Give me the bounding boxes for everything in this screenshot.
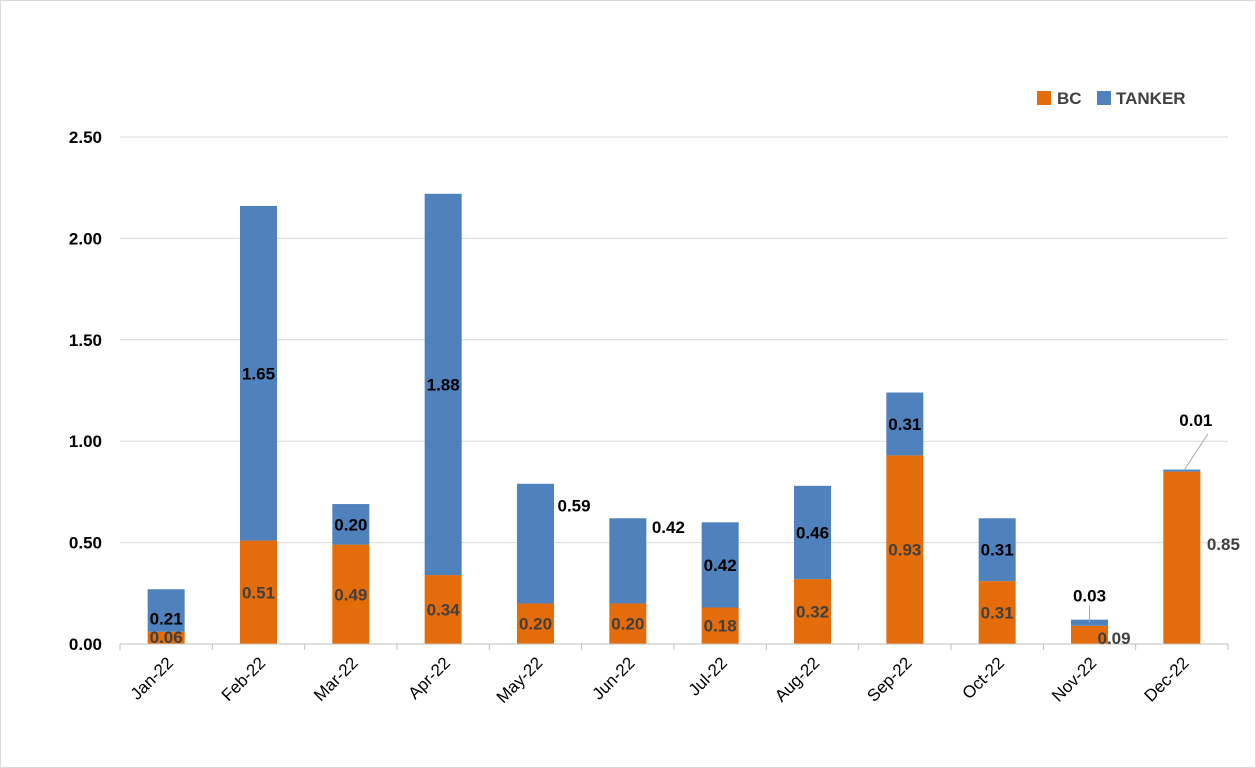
data-label-bc: 0.85 [1207, 535, 1240, 554]
legend-label-tanker: TANKER [1116, 89, 1186, 108]
data-label-bc: 0.31 [981, 604, 1014, 623]
data-labels: 0.060.21 0.51 1.65 0.49 0.20 0.34 1.88 0.20 0.59… [150, 364, 1240, 648]
bar-bc [424, 575, 462, 644]
bar-bc [332, 544, 370, 644]
x-tick-label: Nov-22 [1048, 653, 1100, 705]
x-tick-label: Feb-22 [218, 653, 270, 705]
bar-tanker [1163, 469, 1201, 472]
x-tick-label: Sep-22 [863, 653, 915, 705]
bar-tanker [609, 518, 647, 604]
data-label-bc: 0.20 [611, 615, 644, 634]
data-label-tanker: 0.46 [796, 523, 829, 542]
data-label-bc: 0.20 [519, 615, 552, 634]
data-label-tanker: 0.59 [558, 496, 591, 515]
bar-bc [701, 607, 739, 644]
bar-bc [794, 579, 831, 644]
x-tick-label: Jun-22 [588, 653, 638, 703]
bar-bc [147, 631, 185, 644]
data-label-tanker: 1.65 [242, 364, 275, 383]
bar-bc [517, 603, 554, 644]
x-tick-label: Mar-22 [310, 653, 362, 705]
data-label-tanker: 0.21 [150, 610, 183, 629]
bars [147, 193, 1201, 644]
x-tick-label: Oct-22 [958, 653, 1008, 703]
data-label-bc: 0.18 [704, 617, 737, 636]
bar-tanker [240, 205, 277, 541]
x-tick-label: Jan-22 [127, 653, 177, 703]
legend-label-bc: BC [1057, 89, 1082, 108]
data-label-bc: 0.93 [888, 541, 921, 560]
data-label-tanker: 1.88 [427, 375, 460, 394]
bar-tanker [1071, 619, 1108, 626]
data-label-tanker: 0.03 [1073, 587, 1106, 606]
data-label-bc: 0.34 [427, 601, 461, 620]
x-tick-label: May-22 [493, 653, 547, 707]
data-label-bc: 0.51 [242, 583, 275, 602]
y-tick-label: 2.50 [69, 128, 102, 147]
legend: BC TANKER [1037, 89, 1186, 108]
data-label-bc: 0.49 [334, 585, 367, 604]
data-label-bc: 0.32 [796, 603, 829, 622]
bar-tanker [147, 589, 185, 632]
x-axis [119, 643, 1229, 650]
y-tick-label: 1.50 [69, 331, 102, 350]
data-label-tanker: 0.42 [704, 556, 737, 575]
bar-bc [609, 603, 647, 644]
x-axis-ticks: Jan-22 Feb-22 Mar-22 Apr-22 May-22 Jun-22 Jul-… [127, 653, 1193, 707]
data-label-bc: 0.09 [1098, 629, 1131, 648]
data-label-tanker: 0.42 [652, 518, 685, 537]
bar-bc [1163, 471, 1201, 644]
x-tick-label: Apr-22 [404, 653, 454, 703]
x-tick-label: Jul-22 [685, 653, 731, 699]
data-label-bc: 0.06 [150, 628, 183, 647]
legend-swatch-bc [1037, 91, 1051, 105]
leader-line [1183, 433, 1209, 471]
bar-bc [978, 581, 1016, 644]
bar-bc [240, 540, 277, 644]
bar-tanker [701, 522, 739, 608]
bar-bc [1071, 625, 1108, 644]
bar-tanker [886, 392, 924, 456]
data-label-tanker: 0.01 [1179, 411, 1212, 430]
x-tick-label: Aug-22 [771, 653, 823, 705]
bar-tanker [332, 504, 370, 545]
legend-swatch-tanker [1097, 91, 1111, 105]
data-label-tanker: 0.31 [888, 415, 921, 434]
y-tick-label: 0.50 [69, 534, 102, 553]
bar-tanker [978, 518, 1016, 582]
bar-tanker [424, 193, 462, 576]
bar-bc [886, 455, 924, 644]
data-label-tanker: 0.31 [981, 541, 1014, 560]
y-tick-label: 2.00 [69, 229, 102, 248]
gridlines [120, 136, 1228, 544]
y-tick-label: 1.00 [69, 432, 102, 451]
bar-tanker [794, 485, 831, 580]
data-label-tanker: 0.20 [334, 515, 367, 534]
y-axis-ticks: 0.00 0.50 1.00 1.50 2.00 2.50 [69, 128, 102, 654]
x-tick-label: Dec-22 [1140, 653, 1192, 705]
y-tick-label: 0.00 [69, 635, 102, 654]
bar-tanker [517, 483, 554, 604]
